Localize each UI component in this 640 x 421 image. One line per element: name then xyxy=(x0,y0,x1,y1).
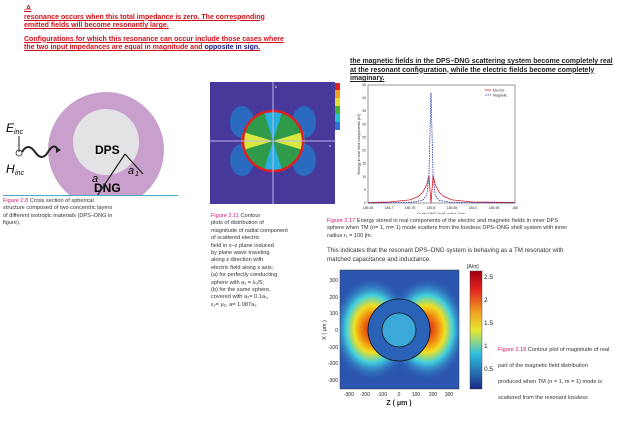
z-axis-label: z xyxy=(275,84,277,89)
colorbar-tick: 2 xyxy=(484,297,488,304)
y-tick-label: 30 xyxy=(362,122,366,126)
y-tick-label: 0 xyxy=(364,201,366,205)
y-tick-label: -300 xyxy=(328,378,338,384)
y-tick-label: 45 xyxy=(362,83,366,87)
x-tick-label: 185.9 xyxy=(469,206,478,210)
x-tick-label: 185.75 xyxy=(405,206,416,210)
y-tick-label: -100 xyxy=(328,345,338,351)
x-tick-label: 185.95 xyxy=(489,206,500,210)
y-tick-label: 200 xyxy=(330,295,339,301)
y-tick-label: 40 xyxy=(362,96,366,100)
legend-label: Electric xyxy=(493,88,505,92)
y-axis-label: Energy in real field components (nJ) xyxy=(357,113,361,175)
fig211-contour-plot: z x xyxy=(210,82,340,204)
e-inc-label: E xyxy=(6,121,15,135)
x-axis-label: Outer DNG shell radius (μm) xyxy=(417,212,466,214)
x-tick-label: 200 xyxy=(429,392,438,398)
y-tick-label: 5 xyxy=(364,188,366,192)
colorbar-tick: 0.5 xyxy=(484,366,493,373)
h-inc-sub: inc xyxy=(15,170,24,177)
y-tick-label: 10 xyxy=(362,175,366,179)
y-tick-label: 35 xyxy=(362,109,366,113)
x-axis-label: x xyxy=(329,143,331,148)
colorbar xyxy=(469,270,483,390)
radius-a1-label: a xyxy=(128,165,134,177)
x-tick-label: 300 xyxy=(445,392,454,398)
colorbar-tick: 1 xyxy=(484,343,488,350)
x-tick-label: -200 xyxy=(360,392,370,398)
intro-marker: .A xyxy=(24,5,31,12)
x-axis-label: Z ( μm ) xyxy=(386,400,411,407)
x-tick-label: -100 xyxy=(377,392,387,398)
x-tick-label: 185.65 xyxy=(363,206,374,210)
y-tick-label: 100 xyxy=(330,311,339,317)
energy-line-chart: 185.65 185.7 185.75 185.8 185.85 185.9 185.95 1… xyxy=(357,83,518,214)
paragraph: This indicates that the resonant DPS–DNG… xyxy=(327,247,564,263)
wave-arrow-icon xyxy=(21,145,59,158)
x-tick-label: -300 xyxy=(344,392,354,398)
radius-a-label: a xyxy=(92,173,98,185)
e-inc-sub: inc xyxy=(14,129,23,136)
intro-line-1: resonance occurs when this total impedan… xyxy=(24,13,265,30)
h-inc-label: H xyxy=(6,162,15,176)
x-tick-label: 0 xyxy=(398,392,401,398)
y-tick-label: 15 xyxy=(362,162,366,166)
legend-label: Magnetic xyxy=(493,93,507,97)
colorbar-tick: 2.5 xyxy=(484,274,493,281)
plot-area xyxy=(367,84,516,204)
fig217-caption: Figure 2.17 Energy stored in real compon… xyxy=(327,218,568,239)
x-tick-label: 185.7 xyxy=(385,206,394,210)
x-tick-label: 186 xyxy=(512,206,518,210)
x-tick-label: 185.8 xyxy=(427,206,436,210)
intro-line-2: Configurations for which this resonance … xyxy=(24,35,284,52)
fig28-caption: Figure 2.8 Cross section of spherical st… xyxy=(3,198,113,227)
intro-line-2-link: opposite in sign. xyxy=(204,44,261,51)
right-text: the magnetic fields in the DPS–DNG scatt… xyxy=(350,58,613,82)
x-tick-label: 100 xyxy=(412,392,421,398)
dps-label: DPS xyxy=(95,143,120,157)
x-tick-label: 185.85 xyxy=(447,206,458,210)
y-tick-label: 25 xyxy=(362,135,366,139)
y-tick-label: 20 xyxy=(362,149,366,153)
radius-a1-sub: 1 xyxy=(135,171,139,178)
y-axis-label: X ( μm ) xyxy=(322,320,328,340)
fig28-diagram: DPS DNG a a 1 E inc H inc xyxy=(6,92,164,195)
colorbar-unit: [A/m] xyxy=(467,264,479,270)
intro-text: .A resonance occurs when this total impe… xyxy=(24,5,289,53)
divider xyxy=(3,195,178,196)
y-tick-label: 0 xyxy=(335,328,338,334)
y-tick-label: 300 xyxy=(330,278,339,284)
fig211-caption: Figure 2.11 Contour plots of distributio… xyxy=(211,213,288,308)
colorbar-tick: 1.5 xyxy=(484,320,493,327)
fig218-caption: Figure 2.18 Contour plot of magnitude of… xyxy=(498,347,610,401)
magnetic-field-heatmap: -300 -200 -100 0 100 200 300 Z ( μm ) 30020… xyxy=(322,264,493,407)
y-tick-label: -200 xyxy=(328,361,338,367)
